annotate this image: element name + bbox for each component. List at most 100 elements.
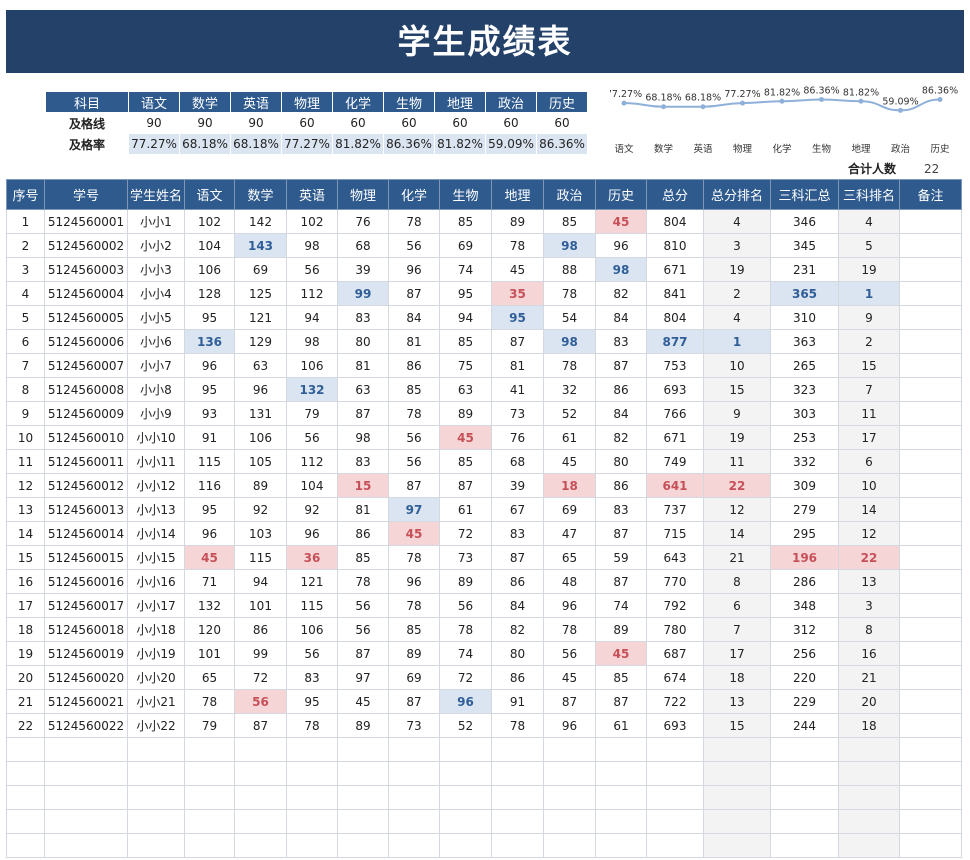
student-id-cell[interactable]: 5124560019 xyxy=(44,641,128,666)
chemistry-cell[interactable]: 56 xyxy=(388,425,440,450)
index-cell[interactable]: 3 xyxy=(6,257,45,282)
biology-cell[interactable]: 85 xyxy=(439,449,492,474)
chinese-cell[interactable]: 101 xyxy=(184,641,235,666)
empty-cell[interactable] xyxy=(646,785,704,810)
empty-cell[interactable] xyxy=(646,833,704,858)
total-rank-cell[interactable]: 9 xyxy=(703,401,771,426)
student-id-cell[interactable]: 5124560013 xyxy=(44,497,128,522)
index-cell[interactable]: 13 xyxy=(6,497,45,522)
empty-cell[interactable] xyxy=(491,761,544,786)
remark-cell[interactable] xyxy=(899,593,962,618)
physics-cell[interactable]: 80 xyxy=(337,329,389,354)
history-cell[interactable]: 87 xyxy=(595,569,647,594)
student-name-cell[interactable]: 小小14 xyxy=(127,521,185,546)
biology-cell[interactable]: 85 xyxy=(439,209,492,234)
physics-cell[interactable]: 45 xyxy=(337,689,389,714)
english-cell[interactable]: 102 xyxy=(286,209,338,234)
history-cell[interactable]: 85 xyxy=(595,665,647,690)
index-cell[interactable]: 6 xyxy=(6,329,45,354)
empty-cell[interactable] xyxy=(184,737,235,762)
col-biology-header[interactable]: 生物 xyxy=(439,179,492,210)
index-cell[interactable]: 10 xyxy=(6,425,45,450)
biology-cell[interactable]: 74 xyxy=(439,641,492,666)
english-cell[interactable]: 112 xyxy=(286,281,338,306)
three-rank-cell[interactable]: 12 xyxy=(838,521,900,546)
remark-cell[interactable] xyxy=(899,401,962,426)
chinese-cell[interactable]: 96 xyxy=(184,353,235,378)
english-cell[interactable]: 94 xyxy=(286,305,338,330)
physics-cell[interactable]: 83 xyxy=(337,449,389,474)
geography-cell[interactable]: 73 xyxy=(491,401,544,426)
total-count-value[interactable]: 22 xyxy=(924,162,940,176)
three-rank-cell[interactable]: 10 xyxy=(838,473,900,498)
three-sum-cell[interactable]: 256 xyxy=(770,641,839,666)
biology-cell[interactable]: 89 xyxy=(439,569,492,594)
index-cell[interactable]: 19 xyxy=(6,641,45,666)
chinese-cell[interactable]: 95 xyxy=(184,497,235,522)
three-sum-cell[interactable]: 348 xyxy=(770,593,839,618)
student-id-cell[interactable]: 5124560003 xyxy=(44,257,128,282)
total-rank-cell[interactable]: 4 xyxy=(703,209,771,234)
empty-cell[interactable] xyxy=(234,761,287,786)
pass-line-value[interactable]: 90 xyxy=(230,112,282,134)
remark-cell[interactable] xyxy=(899,713,962,738)
col-politics-header[interactable]: 政治 xyxy=(543,179,596,210)
history-cell[interactable]: 45 xyxy=(595,209,647,234)
total-rank-cell[interactable]: 13 xyxy=(703,689,771,714)
english-cell[interactable]: 83 xyxy=(286,665,338,690)
history-cell[interactable]: 87 xyxy=(595,353,647,378)
math-cell[interactable]: 125 xyxy=(234,281,287,306)
student-id-cell[interactable]: 5124560011 xyxy=(44,449,128,474)
total-rank-cell[interactable]: 22 xyxy=(703,473,771,498)
chemistry-cell[interactable]: 89 xyxy=(388,641,440,666)
empty-cell[interactable] xyxy=(439,809,492,834)
english-cell[interactable]: 56 xyxy=(286,641,338,666)
empty-cell[interactable] xyxy=(337,809,389,834)
student-id-cell[interactable]: 5124560014 xyxy=(44,521,128,546)
geography-cell[interactable]: 35 xyxy=(491,281,544,306)
col-total-rank-header[interactable]: 总分排名 xyxy=(703,179,771,210)
english-cell[interactable]: 132 xyxy=(286,377,338,402)
student-name-cell[interactable]: 小小3 xyxy=(127,257,185,282)
student-name-cell[interactable]: 小小2 xyxy=(127,233,185,258)
total-cell[interactable]: 749 xyxy=(646,449,704,474)
chemistry-cell[interactable]: 69 xyxy=(388,665,440,690)
col-remark-header[interactable]: 备注 xyxy=(899,179,962,210)
empty-cell[interactable] xyxy=(234,833,287,858)
politics-cell[interactable]: 87 xyxy=(543,689,596,714)
empty-cell[interactable] xyxy=(337,761,389,786)
total-rank-cell[interactable]: 6 xyxy=(703,593,771,618)
total-rank-cell[interactable]: 15 xyxy=(703,377,771,402)
student-id-cell[interactable]: 5124560018 xyxy=(44,617,128,642)
chinese-cell[interactable]: 71 xyxy=(184,569,235,594)
total-cell[interactable]: 641 xyxy=(646,473,704,498)
geography-cell[interactable]: 89 xyxy=(491,209,544,234)
geography-cell[interactable]: 39 xyxy=(491,473,544,498)
student-id-cell[interactable]: 5124560016 xyxy=(44,569,128,594)
biology-cell[interactable]: 89 xyxy=(439,401,492,426)
three-rank-cell[interactable]: 5 xyxy=(838,233,900,258)
remark-cell[interactable] xyxy=(899,473,962,498)
three-sum-cell[interactable]: 365 xyxy=(770,281,839,306)
index-cell[interactable]: 2 xyxy=(6,233,45,258)
chemistry-cell[interactable]: 85 xyxy=(388,377,440,402)
three-sum-cell[interactable]: 346 xyxy=(770,209,839,234)
physics-cell[interactable]: 81 xyxy=(337,353,389,378)
student-name-cell[interactable]: 小小13 xyxy=(127,497,185,522)
math-cell[interactable]: 87 xyxy=(234,713,287,738)
empty-cell[interactable] xyxy=(543,833,596,858)
biology-cell[interactable]: 94 xyxy=(439,305,492,330)
empty-cell[interactable] xyxy=(838,809,900,834)
math-cell[interactable]: 56 xyxy=(234,689,287,714)
student-name-cell[interactable]: 小小12 xyxy=(127,473,185,498)
geography-cell[interactable]: 41 xyxy=(491,377,544,402)
chemistry-cell[interactable]: 78 xyxy=(388,401,440,426)
empty-cell[interactable] xyxy=(703,737,771,762)
index-cell[interactable]: 16 xyxy=(6,569,45,594)
total-rank-cell[interactable]: 10 xyxy=(703,353,771,378)
empty-cell[interactable] xyxy=(286,737,338,762)
chemistry-cell[interactable]: 86 xyxy=(388,353,440,378)
history-cell[interactable]: 59 xyxy=(595,545,647,570)
student-id-cell[interactable]: 5124560005 xyxy=(44,305,128,330)
three-rank-cell[interactable]: 19 xyxy=(838,257,900,282)
